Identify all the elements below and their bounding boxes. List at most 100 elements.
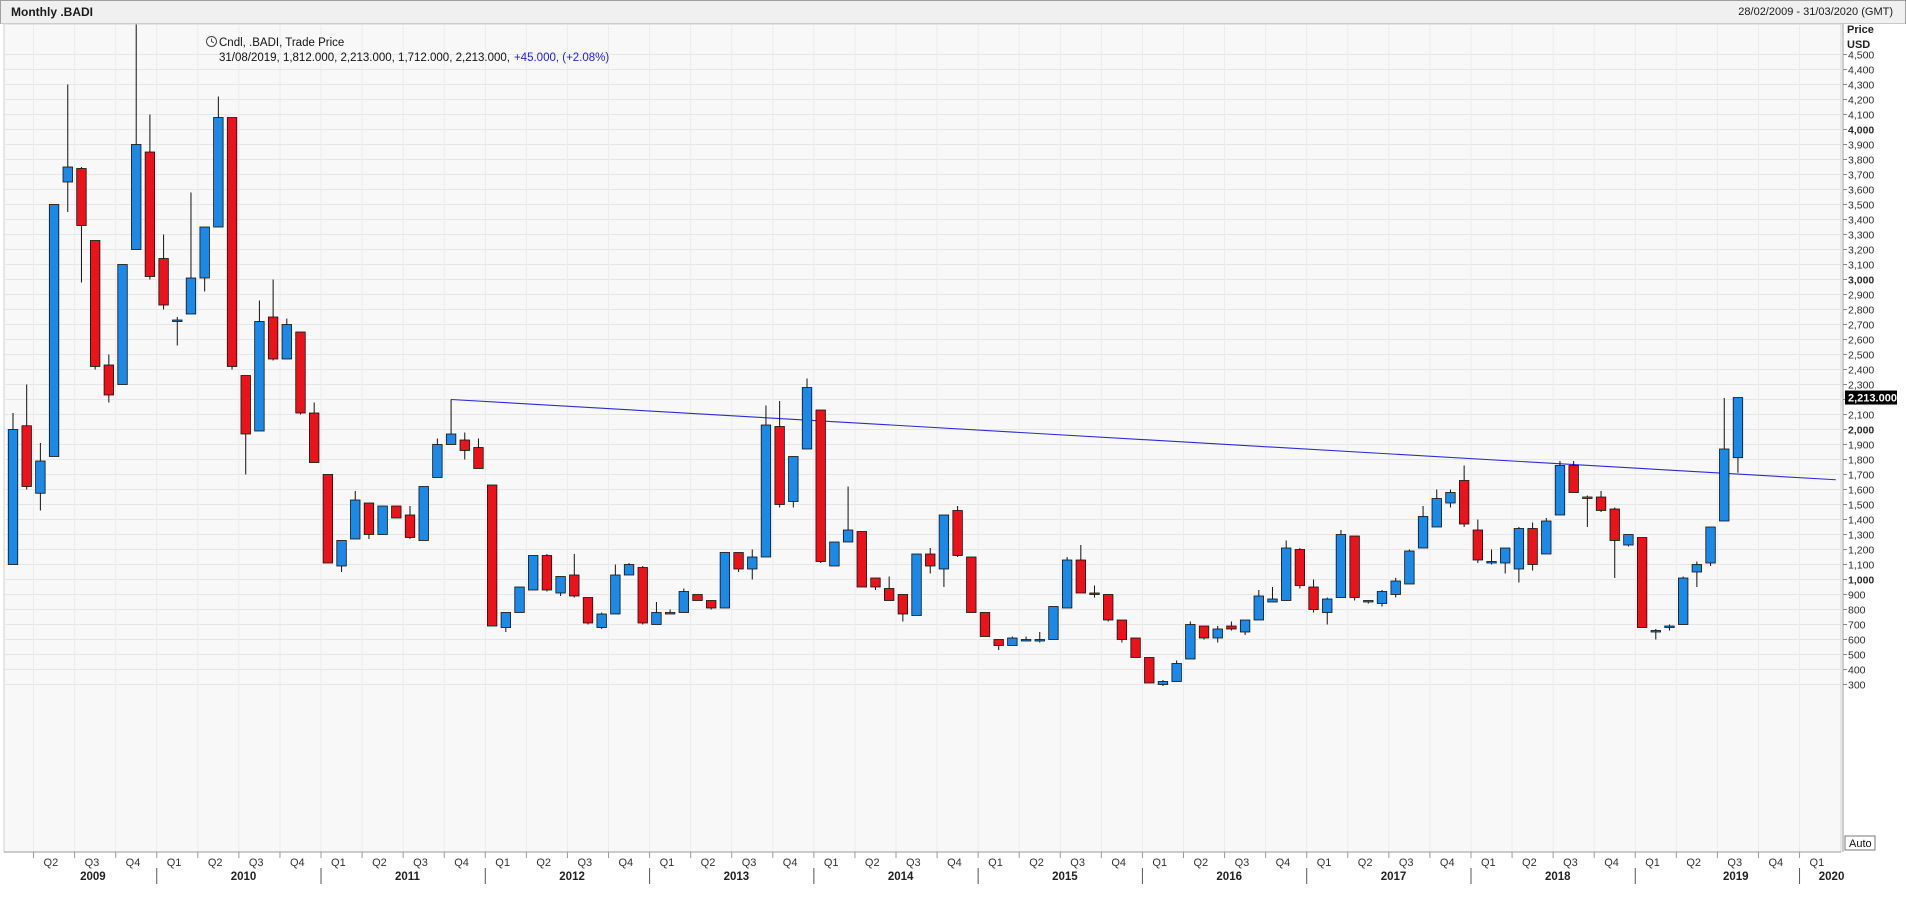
candle[interactable] <box>1527 522 1538 571</box>
candle[interactable] <box>514 586 525 613</box>
candle[interactable] <box>1239 619 1251 635</box>
candle[interactable] <box>884 576 895 601</box>
candle[interactable] <box>158 234 169 310</box>
candle[interactable] <box>1130 637 1141 658</box>
candle[interactable] <box>486 484 498 627</box>
candle[interactable] <box>199 226 210 292</box>
candle[interactable] <box>1431 489 1442 528</box>
candle[interactable] <box>1568 461 1579 493</box>
candle[interactable] <box>582 597 594 625</box>
candle[interactable] <box>459 432 470 460</box>
candle[interactable] <box>966 556 977 613</box>
candle[interactable] <box>1171 660 1182 682</box>
candle[interactable] <box>1267 587 1278 603</box>
candle[interactable] <box>870 577 881 590</box>
candle[interactable] <box>815 409 826 563</box>
candle[interactable] <box>1061 557 1073 609</box>
candle[interactable] <box>706 600 717 610</box>
candle[interactable] <box>226 117 238 370</box>
candle[interactable] <box>801 378 813 450</box>
candle[interactable] <box>391 505 402 519</box>
candle[interactable] <box>1417 506 1429 549</box>
candle[interactable] <box>911 553 922 616</box>
candle[interactable] <box>897 594 908 622</box>
candle[interactable] <box>1678 576 1689 625</box>
candle[interactable] <box>267 279 279 361</box>
candle[interactable] <box>7 413 19 565</box>
candle[interactable] <box>1322 597 1333 625</box>
candle[interactable] <box>1157 680 1169 686</box>
candle[interactable] <box>445 399 457 445</box>
candle[interactable] <box>1349 535 1360 601</box>
candle[interactable] <box>1636 537 1648 628</box>
candle[interactable] <box>117 264 128 385</box>
candle[interactable] <box>48 204 60 457</box>
candle[interactable] <box>295 331 306 415</box>
candle[interactable] <box>993 639 1004 651</box>
candle[interactable] <box>623 563 635 576</box>
candle[interactable] <box>1308 579 1319 613</box>
candle[interactable] <box>1198 625 1210 640</box>
candle[interactable] <box>1020 636 1032 642</box>
candle[interactable] <box>336 540 347 573</box>
candle[interactable] <box>979 612 991 637</box>
candle[interactable] <box>322 474 334 564</box>
candle[interactable] <box>678 588 689 613</box>
candle[interactable] <box>829 541 840 567</box>
candle[interactable] <box>1226 621 1237 631</box>
candle[interactable] <box>1253 590 1264 621</box>
candle[interactable] <box>1541 518 1552 555</box>
candle[interactable] <box>1281 540 1292 601</box>
candle[interactable] <box>432 438 443 478</box>
candle[interactable] <box>925 548 936 574</box>
candle[interactable] <box>1185 621 1196 660</box>
candle[interactable] <box>1732 397 1744 473</box>
candle[interactable] <box>1089 585 1100 598</box>
candle[interactable] <box>76 167 87 283</box>
candle[interactable] <box>528 555 539 591</box>
candle[interactable] <box>1691 561 1703 588</box>
candle[interactable] <box>35 443 46 511</box>
candle[interactable] <box>1513 527 1525 583</box>
candle[interactable] <box>664 609 676 615</box>
candle[interactable] <box>774 401 785 508</box>
candle[interactable] <box>1335 530 1347 598</box>
candle[interactable] <box>610 564 621 615</box>
candle[interactable] <box>350 491 361 540</box>
candle[interactable] <box>1116 619 1128 643</box>
candle[interactable] <box>952 506 963 557</box>
candle[interactable] <box>172 317 183 346</box>
auto-button[interactable]: Auto <box>1844 835 1876 851</box>
candle[interactable] <box>89 240 101 370</box>
candle[interactable] <box>1472 519 1483 564</box>
candle[interactable] <box>1144 657 1155 684</box>
candle[interactable] <box>1048 606 1059 640</box>
candle[interactable] <box>103 354 114 403</box>
candle[interactable] <box>281 318 292 360</box>
candle[interactable] <box>185 192 197 315</box>
candle[interactable] <box>363 502 375 539</box>
candle[interactable] <box>719 552 731 609</box>
candle[interactable] <box>842 486 854 543</box>
candle[interactable] <box>1595 491 1607 512</box>
candle[interactable] <box>1445 489 1456 508</box>
candle[interactable] <box>1007 636 1018 646</box>
candle[interactable] <box>1664 624 1675 631</box>
candle[interactable] <box>1390 578 1401 598</box>
candle[interactable] <box>569 554 580 598</box>
candle[interactable] <box>788 456 799 508</box>
candle[interactable] <box>541 554 553 592</box>
candle[interactable] <box>938 514 950 587</box>
candle[interactable] <box>733 552 744 573</box>
candle[interactable] <box>1103 594 1114 622</box>
candle[interactable] <box>1650 629 1661 640</box>
candle[interactable] <box>1705 526 1716 566</box>
candle[interactable] <box>377 505 388 535</box>
candle[interactable] <box>1376 590 1388 607</box>
candle[interactable] <box>747 549 758 580</box>
candle[interactable] <box>131 24 142 250</box>
candle[interactable] <box>760 405 772 558</box>
candle[interactable] <box>1500 547 1511 574</box>
candle[interactable] <box>1212 626 1223 643</box>
